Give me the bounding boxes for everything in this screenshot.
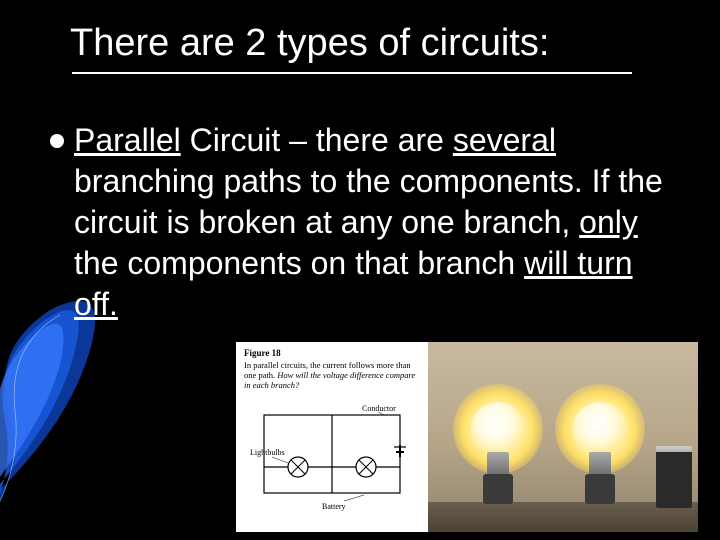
label-lightbulbs: Lightbulbs: [250, 448, 285, 457]
body-mid3: the components on that branch: [74, 245, 524, 281]
title-underline: [72, 72, 632, 74]
body-mid1: Circuit – there are: [181, 122, 453, 158]
slide-title: There are 2 types of circuits:: [70, 22, 680, 65]
figure-label: Figure 18: [244, 348, 420, 358]
figure-photo: [428, 342, 698, 532]
battery: [656, 446, 692, 508]
body-u1: several: [453, 122, 556, 158]
lead-underline: Parallel: [74, 122, 181, 158]
label-conductor: Conductor: [362, 404, 396, 413]
bullet-icon: [50, 134, 64, 148]
figure-diagram: Figure 18 In parallel circuits, the curr…: [236, 342, 428, 532]
slide: There are 2 types of circuits: Parallel …: [0, 0, 720, 540]
decorative-swirl: [0, 290, 170, 540]
body-u2: only: [579, 204, 638, 240]
figure-caption: In parallel circuits, the current follow…: [244, 360, 420, 391]
figures-row: Figure 18 In parallel circuits, the curr…: [236, 342, 698, 532]
lightbulb-2: [560, 374, 640, 504]
circuit-diagram: Lightbulbs Conductor Battery: [244, 397, 420, 515]
lightbulb-1: [458, 374, 538, 504]
slide-body: Parallel Circuit – there are several bra…: [50, 120, 680, 325]
label-battery: Battery: [322, 502, 346, 511]
body-text: Parallel Circuit – there are several bra…: [74, 120, 680, 325]
body-mid2: branching paths to the components. If th…: [74, 163, 663, 240]
